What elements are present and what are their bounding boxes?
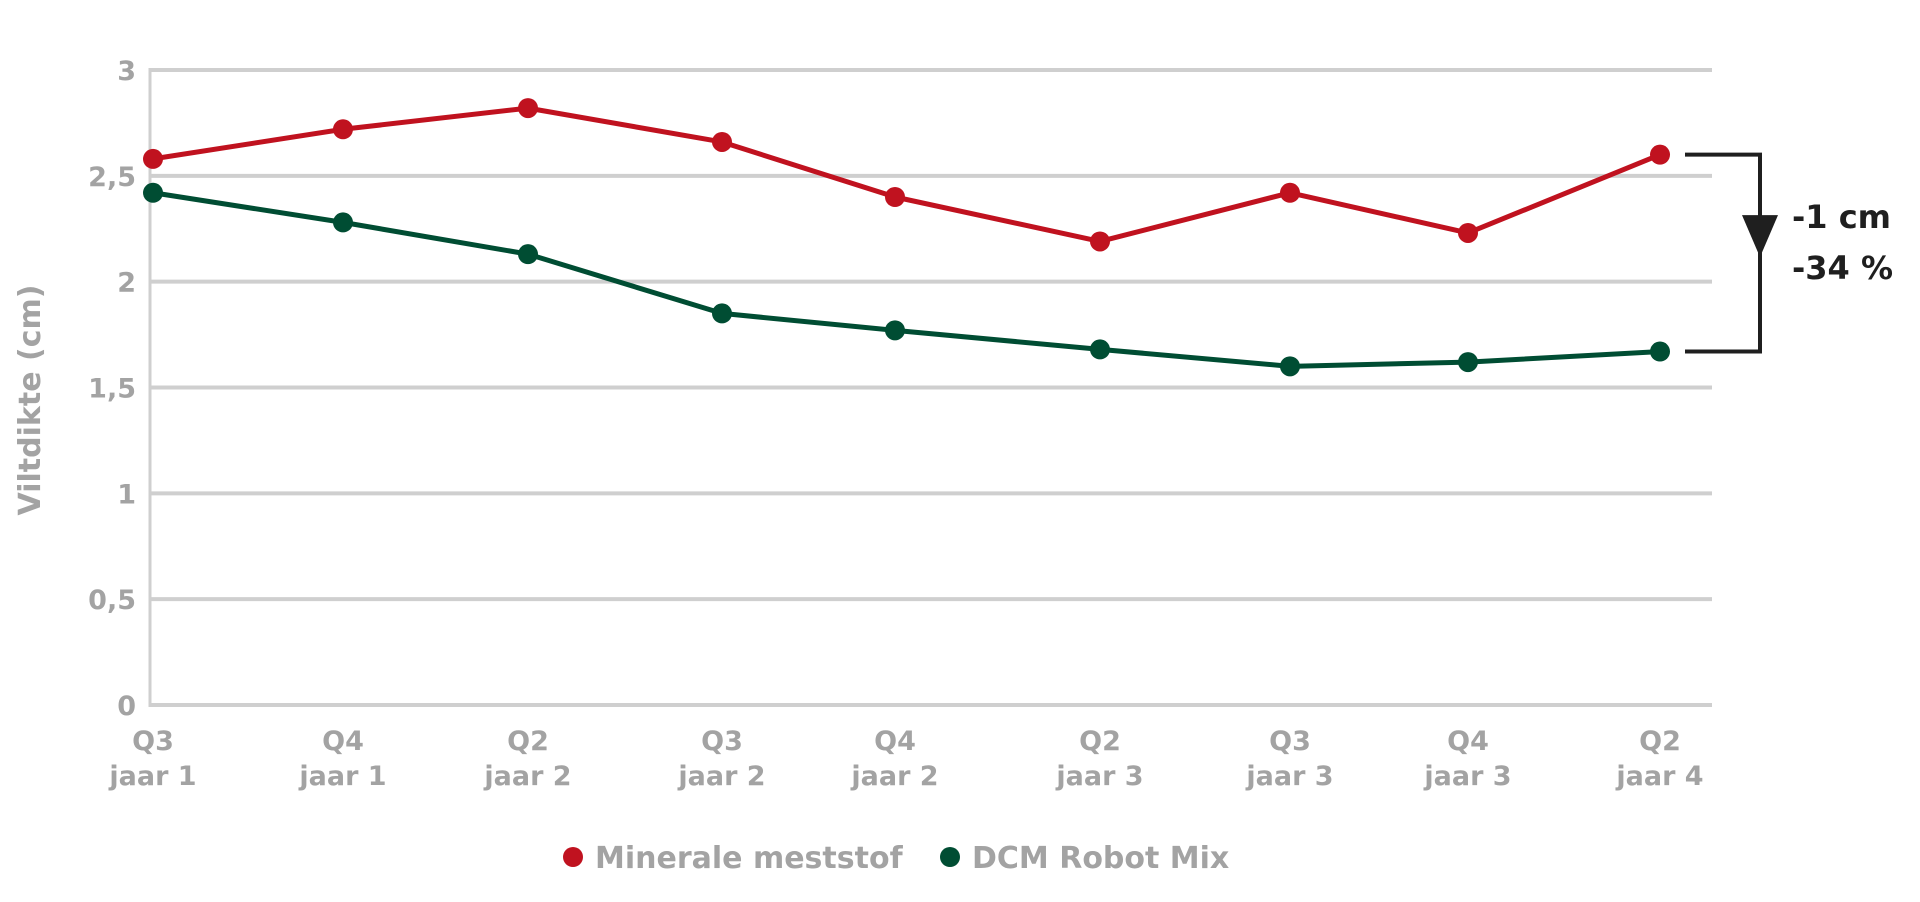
x-tick-label-year: jaar 2 [850, 761, 938, 792]
data-point [885, 187, 905, 207]
x-tick-label-year: jaar 3 [1055, 761, 1143, 792]
x-tick-label-year: jaar 2 [483, 761, 571, 792]
x-tick-label-year: jaar 4 [1615, 761, 1703, 792]
x-tick-label-quarter: Q4 [874, 726, 916, 757]
data-point [712, 303, 732, 324]
x-tick-label-year: jaar 2 [677, 761, 765, 792]
y-tick-label: 1,5 [88, 374, 136, 405]
gridlines: 0 0,5 1 1,5 2 2,5 3 [88, 56, 1712, 722]
y-tick-label: 2 [117, 268, 136, 299]
data-point [143, 182, 163, 203]
data-point [1090, 231, 1110, 252]
series-line [152, 190, 1661, 369]
x-tick-label-quarter: Q3 [1269, 726, 1311, 757]
legend-item: DCM Robot Mix [940, 841, 1229, 876]
legend-item: Minerale meststof [563, 841, 904, 876]
data-point [712, 131, 732, 152]
data-point [1650, 341, 1670, 362]
legend-label: DCM Robot Mix [972, 841, 1229, 876]
legend-label: Minerale meststof [595, 841, 904, 876]
y-axis-title: Viltdikte (cm) [13, 285, 48, 516]
y-tick-label: 1 [117, 479, 136, 510]
x-tick-label-quarter: Q2 [507, 726, 549, 757]
data-point [143, 148, 163, 169]
y-tick-label: 0,5 [88, 585, 136, 616]
x-tick-label-quarter: Q2 [1079, 726, 1121, 757]
annotation-bracket [1685, 152, 1762, 354]
y-tick-label: 3 [117, 56, 136, 87]
data-point [518, 98, 538, 119]
data-point [1280, 356, 1300, 377]
y-tick-label: 2,5 [88, 162, 136, 193]
x-axis-labels: Q3 jaar 1 Q4 jaar 1 Q2 jaar 2 Q3 jaar 2 Q4 jaar 2… [108, 726, 1703, 792]
down-arrow-icon [1742, 215, 1778, 258]
data-point [333, 119, 353, 140]
x-tick-label-quarter: Q3 [701, 726, 743, 757]
legend: Minerale meststof DCM Robot Mix [563, 841, 1229, 876]
data-point [1090, 339, 1110, 360]
x-tick-label-year: jaar 3 [1423, 761, 1511, 792]
data-point [1458, 352, 1478, 373]
data-point [1458, 222, 1478, 243]
x-tick-label-quarter: Q3 [132, 726, 174, 757]
annotation-percent: -34 % [1792, 249, 1893, 287]
difference-annotation: -1 cm -34 % [1685, 152, 1893, 354]
series-minerale-meststof [143, 98, 1670, 252]
x-tick-label-quarter: Q4 [322, 726, 364, 757]
legend-marker [563, 847, 583, 867]
x-tick-label-year: jaar 1 [108, 761, 196, 792]
data-point [333, 212, 353, 233]
legend-marker [940, 847, 960, 867]
x-tick-label-year: jaar 1 [298, 761, 386, 792]
x-tick-label-year: jaar 3 [1245, 761, 1333, 792]
annotation-cm: -1 cm [1792, 198, 1891, 236]
series-dcm-robot-mix [143, 182, 1670, 377]
x-tick-label-quarter: Q4 [1447, 726, 1489, 757]
data-point [518, 244, 538, 265]
data-point [1650, 144, 1670, 165]
x-tick-label-quarter: Q2 [1639, 726, 1681, 757]
y-tick-label: 0 [117, 691, 136, 722]
data-point [1280, 182, 1300, 203]
data-point [885, 320, 905, 341]
